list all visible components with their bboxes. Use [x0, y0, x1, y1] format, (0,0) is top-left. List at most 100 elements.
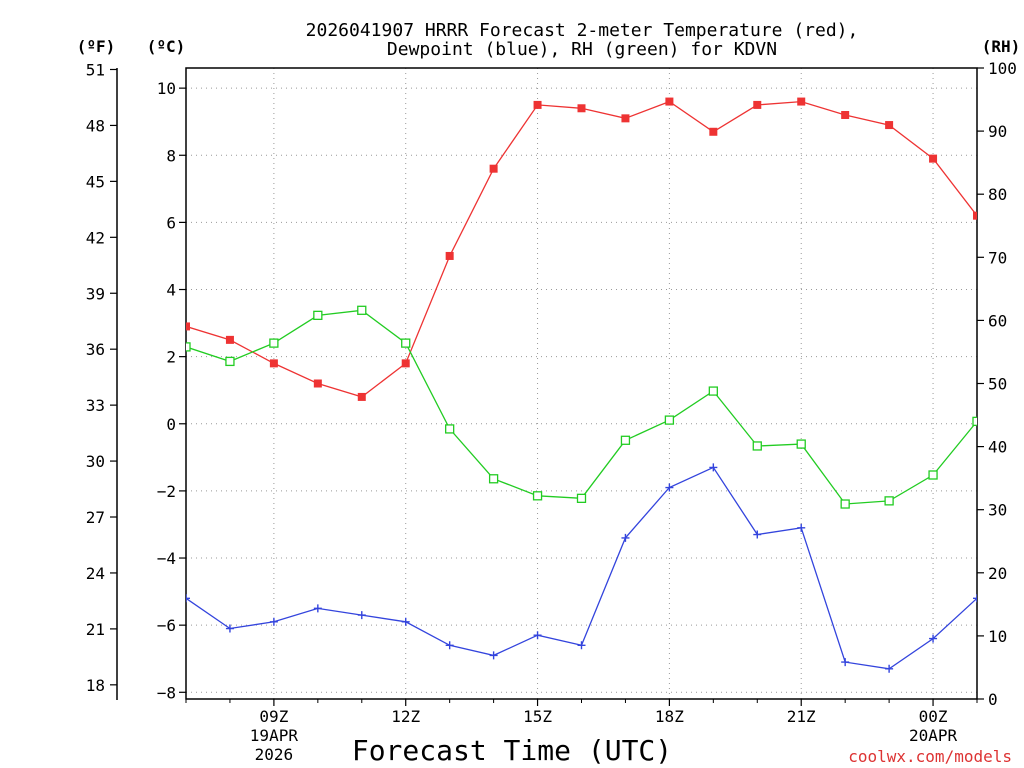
rh-point	[620, 435, 631, 445]
fahrenheit-tick-label: 48	[86, 116, 105, 135]
rh-tick-label: 100	[988, 59, 1017, 78]
rh-point	[576, 493, 587, 503]
rh-point	[708, 386, 718, 396]
x-tick-label: 00Z	[919, 707, 948, 726]
temperature-point	[709, 127, 718, 136]
celsius-tick-label: 6	[166, 213, 176, 232]
fahrenheit-tick-label: 36	[86, 340, 105, 359]
fahrenheit-tick-label: 51	[86, 60, 105, 79]
rh-point	[445, 424, 455, 434]
fahrenheit-tick-label: 33	[86, 396, 105, 415]
dewpoint-point	[709, 463, 718, 472]
x-axis-label: Forecast Time (UTC)	[352, 734, 672, 767]
temperature-point	[841, 110, 850, 119]
celsius-tick-label: −2	[157, 482, 176, 501]
temperature-point	[445, 251, 454, 260]
dewpoint-point	[753, 530, 762, 539]
dewpoint-point	[929, 634, 938, 643]
x-tick-label: 09Z	[259, 707, 288, 726]
temperature-point	[489, 164, 498, 173]
dewpoint-point	[797, 523, 806, 532]
temperature-point	[225, 335, 234, 344]
rh-point	[972, 416, 977, 427]
dewpoint-point	[665, 483, 674, 492]
dewpoint-point	[885, 664, 894, 673]
temperature-point	[357, 392, 366, 401]
fahrenheit-tick-label: 39	[86, 284, 105, 303]
dewpoint-point	[973, 594, 977, 603]
rh-point	[752, 441, 762, 451]
temperature-point	[973, 211, 977, 220]
rh-tick-label: 20	[988, 564, 1007, 583]
celsius-tick-label: −8	[157, 683, 176, 702]
fahrenheit-tick-label: 30	[86, 452, 105, 471]
x-tick-label: 12Z	[391, 707, 420, 726]
dewpoint-point	[489, 651, 498, 660]
fahrenheit-tick-label: 21	[86, 620, 105, 639]
celsius-tick-label: −4	[157, 549, 176, 568]
rh-tick-label: 10	[988, 627, 1007, 646]
temperature-point	[665, 97, 674, 106]
x-tick-sublabel: 19APR	[250, 726, 299, 745]
rh-point	[269, 338, 279, 348]
rh-point	[186, 342, 191, 352]
celsius-tick-label: 8	[166, 146, 176, 165]
rh-tick-label: 90	[988, 122, 1007, 141]
dewpoint-point	[621, 533, 630, 542]
temperature-point	[401, 359, 410, 368]
fahrenheit-tick-label: 42	[86, 228, 105, 247]
celsius-tick-label: 4	[166, 281, 176, 300]
rh-tick-label: 80	[988, 185, 1007, 204]
temperature-point	[621, 114, 630, 123]
x-tick-year-label: 2026	[255, 745, 294, 764]
series-layer	[186, 97, 977, 673]
temperature-point	[533, 100, 542, 109]
chart-title-line2: Dewpoint (blue), RH (green) for KDVN	[387, 39, 777, 60]
temperature-point	[885, 121, 894, 130]
fahrenheit-unit-label: (ºF)	[77, 37, 116, 56]
dewpoint-point	[186, 594, 190, 603]
temperature-point	[269, 359, 278, 368]
dewpoint-point	[445, 641, 454, 650]
fahrenheit-tick-label: 27	[86, 508, 105, 527]
temperature-point	[577, 104, 586, 113]
celsius-tick-label: −6	[157, 616, 176, 635]
dewpoint-point	[577, 641, 586, 650]
rh-point	[928, 470, 938, 480]
dewpoint-point	[841, 658, 850, 667]
chart-title-line1: 2026041907 HRRR Forecast 2-meter Tempera…	[306, 20, 859, 41]
rh-tick-label: 50	[988, 375, 1007, 394]
x-tick-label: 18Z	[655, 707, 684, 726]
rh-point	[796, 439, 806, 449]
x-tick-sublabel: 20APR	[909, 726, 958, 745]
rh-point	[401, 338, 411, 348]
rh-unit-label: (RH)	[982, 37, 1021, 56]
rh-point	[884, 496, 894, 506]
rh-point	[840, 499, 850, 509]
fahrenheit-tick-label: 24	[86, 564, 105, 583]
rh-point	[357, 305, 367, 315]
temperature-point	[313, 379, 322, 388]
rh-series	[186, 305, 977, 509]
fahrenheit-tick-label: 18	[86, 676, 105, 695]
dewpoint-point	[357, 611, 366, 620]
rh-point	[488, 474, 499, 484]
celsius-unit-label: (ºC)	[147, 37, 186, 56]
dewpoint-point	[313, 604, 322, 613]
rh-point	[225, 356, 235, 367]
celsius-tick-label: 10	[157, 79, 176, 98]
plot-frame	[185, 67, 978, 700]
x-tick-label: 15Z	[523, 707, 552, 726]
dewpoint-point	[225, 624, 234, 633]
temperature-point	[186, 322, 190, 331]
rh-tick-label: 0	[988, 690, 998, 709]
grid-lines	[186, 68, 977, 699]
temperature-series	[186, 97, 977, 401]
temperature-point	[797, 97, 806, 106]
axis-ticks: 1086420−2−4−6−85148454239363330272421181…	[86, 59, 1017, 764]
rh-point	[313, 310, 323, 321]
celsius-tick-label: 0	[166, 415, 176, 434]
dewpoint-series	[186, 463, 977, 673]
rh-tick-label: 30	[988, 501, 1007, 520]
